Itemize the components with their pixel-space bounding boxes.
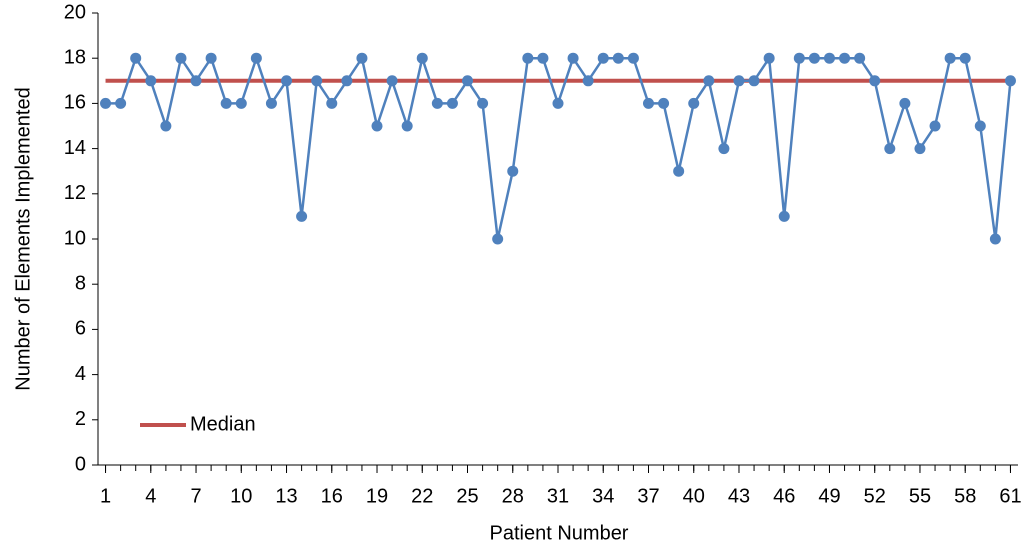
data-point	[416, 52, 428, 64]
data-point	[688, 97, 700, 109]
data-point	[341, 75, 353, 87]
x-tick-label: 1	[100, 485, 111, 507]
data-point	[190, 75, 202, 87]
x-tick-label: 37	[637, 485, 659, 507]
y-axis-label: Number of Elements Implemented	[12, 87, 34, 390]
x-tick-label: 7	[190, 485, 201, 507]
data-point	[884, 143, 896, 155]
data-point	[250, 52, 262, 64]
data-point	[446, 97, 458, 109]
data-point	[944, 52, 956, 64]
y-tick-label: 16	[64, 92, 86, 114]
data-point	[507, 165, 519, 177]
data-point	[326, 97, 338, 109]
data-point	[265, 97, 277, 109]
data-point	[733, 75, 745, 87]
y-tick-label: 20	[64, 1, 86, 23]
y-tick-label: 10	[64, 227, 86, 249]
x-tick-label: 16	[321, 485, 343, 507]
x-tick-label: 4	[145, 485, 156, 507]
x-tick-label: 40	[683, 485, 705, 507]
data-point	[854, 52, 866, 64]
data-point	[959, 52, 971, 64]
data-point	[431, 97, 443, 109]
data-point	[658, 97, 670, 109]
data-point	[612, 52, 624, 64]
x-tick-label: 19	[366, 485, 388, 507]
data-point	[823, 52, 835, 64]
y-tick-label: 14	[64, 137, 86, 159]
y-tick-label: 4	[75, 363, 86, 385]
data-point	[839, 52, 851, 64]
data-point	[929, 120, 941, 132]
data-point	[145, 75, 157, 87]
data-point	[281, 75, 293, 87]
data-point	[778, 210, 790, 222]
data-point	[552, 97, 564, 109]
data-point	[808, 52, 820, 64]
data-point	[597, 52, 609, 64]
x-tick-label: 34	[592, 485, 614, 507]
y-tick-label: 18	[64, 46, 86, 68]
data-point	[627, 52, 639, 64]
x-tick-label: 28	[502, 485, 524, 507]
x-tick-label: 46	[773, 485, 795, 507]
data-point	[703, 75, 715, 87]
y-tick-label: 2	[75, 408, 86, 430]
legend-label: Median	[190, 413, 256, 435]
y-tick-label: 8	[75, 272, 86, 294]
data-point	[401, 120, 413, 132]
x-tick-label: 49	[818, 485, 840, 507]
y-tick-label: 12	[64, 182, 86, 204]
x-tick-label: 52	[864, 485, 886, 507]
x-tick-label: 55	[909, 485, 931, 507]
data-point	[763, 52, 775, 64]
data-point	[371, 120, 383, 132]
data-point	[974, 120, 986, 132]
data-point	[748, 75, 760, 87]
y-tick-label: 0	[75, 453, 86, 475]
x-axis-label: Patient Number	[490, 522, 629, 544]
data-point	[462, 75, 474, 87]
x-tick-label: 25	[456, 485, 478, 507]
data-point	[522, 52, 534, 64]
data-point	[205, 52, 217, 64]
data-point	[914, 143, 926, 155]
data-point	[1004, 75, 1016, 87]
data-point	[100, 97, 112, 109]
data-point	[115, 97, 127, 109]
data-point	[296, 210, 308, 222]
data-point	[537, 52, 549, 64]
data-point	[582, 75, 594, 87]
x-tick-label: 13	[275, 485, 297, 507]
x-tick-label: 58	[954, 485, 976, 507]
y-tick-label: 6	[75, 318, 86, 340]
data-point	[793, 52, 805, 64]
data-point	[311, 75, 323, 87]
data-point	[235, 97, 247, 109]
data-point	[567, 52, 579, 64]
data-point	[642, 97, 654, 109]
data-point	[673, 165, 685, 177]
x-tick-label: 31	[547, 485, 569, 507]
data-point	[477, 97, 489, 109]
x-tick-label: 10	[230, 485, 252, 507]
data-point	[718, 143, 730, 155]
x-tick-label: 61	[999, 485, 1021, 507]
data-point	[869, 75, 881, 87]
data-point	[356, 52, 368, 64]
data-point	[899, 97, 911, 109]
data-point	[220, 97, 232, 109]
data-point	[386, 75, 398, 87]
data-point	[160, 120, 172, 132]
data-point	[492, 233, 504, 245]
data-point	[989, 233, 1001, 245]
x-tick-label: 43	[728, 485, 750, 507]
x-tick-label: 22	[411, 485, 433, 507]
data-point	[130, 52, 142, 64]
data-point	[175, 52, 187, 64]
